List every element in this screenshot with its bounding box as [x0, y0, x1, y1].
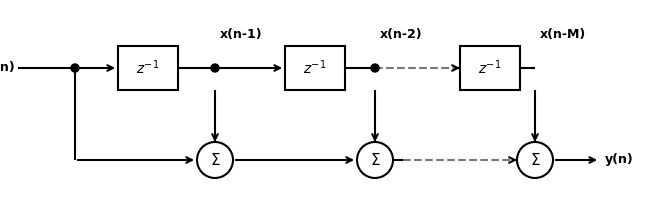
Bar — [460, 46, 520, 90]
Circle shape — [211, 64, 219, 72]
Text: x(n): x(n) — [0, 61, 16, 74]
Circle shape — [357, 142, 393, 178]
Circle shape — [71, 64, 79, 72]
Text: x(n-1): x(n-1) — [220, 28, 263, 41]
Text: $\Sigma$: $\Sigma$ — [530, 152, 540, 168]
Text: x(n-2): x(n-2) — [380, 28, 423, 41]
Text: $\Sigma$: $\Sigma$ — [210, 152, 220, 168]
Bar — [285, 46, 345, 90]
Text: y(n): y(n) — [605, 153, 634, 166]
Circle shape — [517, 142, 553, 178]
Circle shape — [197, 142, 233, 178]
Text: $z^{-1}$: $z^{-1}$ — [136, 59, 159, 77]
Bar — [118, 46, 178, 90]
Circle shape — [371, 64, 379, 72]
Text: $z^{-1}$: $z^{-1}$ — [304, 59, 327, 77]
Text: $\Sigma$: $\Sigma$ — [370, 152, 381, 168]
Text: $z^{-1}$: $z^{-1}$ — [478, 59, 502, 77]
Text: x(n-M): x(n-M) — [540, 28, 586, 41]
